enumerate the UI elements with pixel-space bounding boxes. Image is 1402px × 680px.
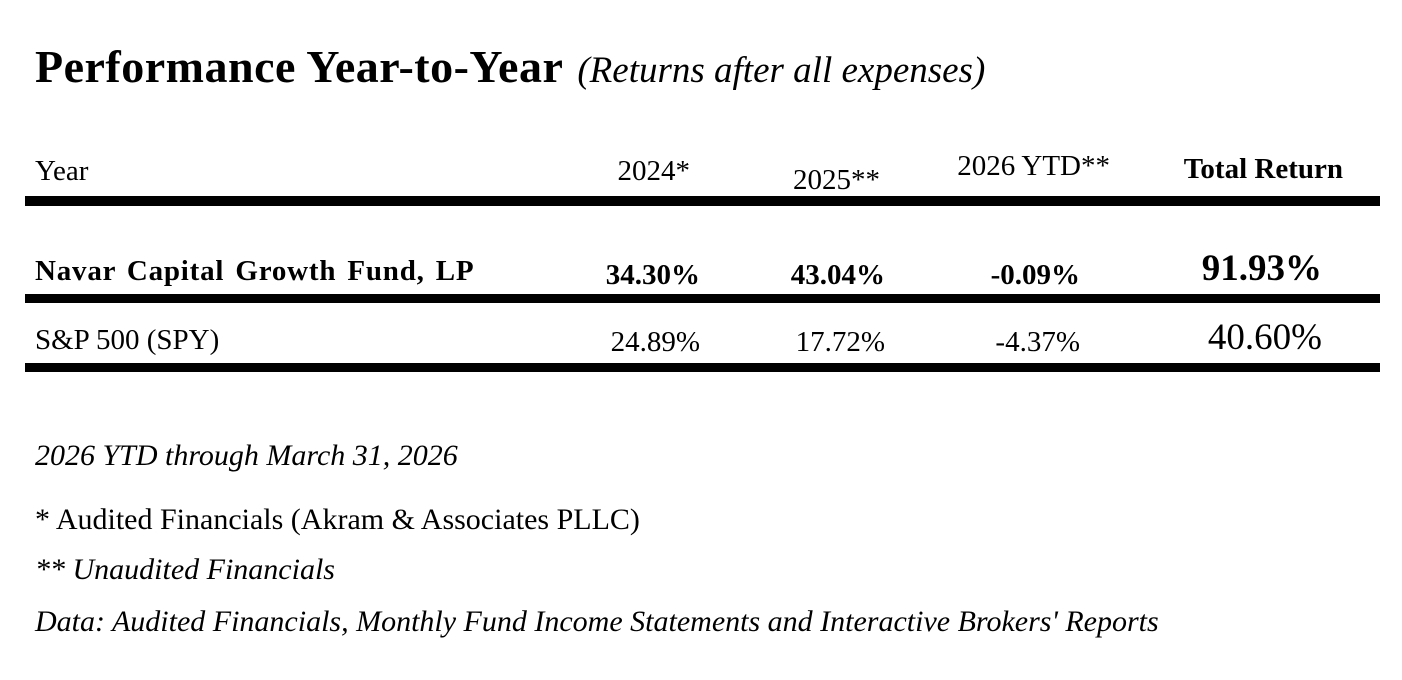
performance-table: Year 2024* 2025** 2026 YTD** Total Retur… xyxy=(25,140,1380,372)
column-header-2026-ytd: 2026 YTD** xyxy=(957,150,1110,182)
page-title-subtitle: (Returns after all expenses) xyxy=(577,50,986,91)
table-row-sp500: S&P 500 (SPY) 24.89% 17.72% -4.37% 40.60… xyxy=(25,303,1380,363)
fund-2026-ytd-value: -0.09% xyxy=(990,259,1080,291)
sp500-2025-value: 17.72% xyxy=(795,326,885,358)
footnote-data-sources: Data: Audited Financials, Monthly Fund I… xyxy=(35,605,1159,638)
fund-total-return-value: 91.93% xyxy=(1201,248,1322,289)
footnotes-block: 2026 YTD through March 31, 2026 * Audite… xyxy=(35,438,1159,640)
footnote-unaudited: ** Unaudited Financials xyxy=(35,553,335,586)
column-header-2025: 2025** xyxy=(793,164,880,196)
fund-row-label: Navar Capital Growth Fund, LP xyxy=(35,255,475,287)
table-header-row: Year 2024* 2025** 2026 YTD** Total Retur… xyxy=(25,140,1380,196)
column-header-2024: 2024* xyxy=(617,155,691,187)
column-header-total-return: Total Return xyxy=(1183,153,1343,185)
fund-2024-value: 34.30% xyxy=(605,259,700,291)
header-divider-rule xyxy=(25,196,1380,206)
sp500-total-return-value: 40.60% xyxy=(1207,317,1322,358)
footnote-ytd-through: 2026 YTD through March 31, 2026 xyxy=(35,439,458,472)
fund-2025-value: 43.04% xyxy=(790,259,885,291)
table-bottom-rule xyxy=(25,363,1380,372)
sp500-2026-ytd-value: -4.37% xyxy=(995,326,1080,358)
sp500-2024-value: 24.89% xyxy=(610,326,700,358)
sp500-row-label: S&P 500 (SPY) xyxy=(35,324,220,356)
footnote-audited: * Audited Financials (Akram & Associates… xyxy=(35,503,640,536)
column-header-year: Year xyxy=(35,155,89,187)
page-title: Performance Year-to-Year (Returns after a… xyxy=(35,40,985,93)
table-row-fund: Navar Capital Growth Fund, LP 34.30% 43.… xyxy=(25,206,1380,294)
page-title-main: Performance Year-to-Year xyxy=(35,41,564,92)
fund-row-divider-rule xyxy=(25,294,1380,303)
